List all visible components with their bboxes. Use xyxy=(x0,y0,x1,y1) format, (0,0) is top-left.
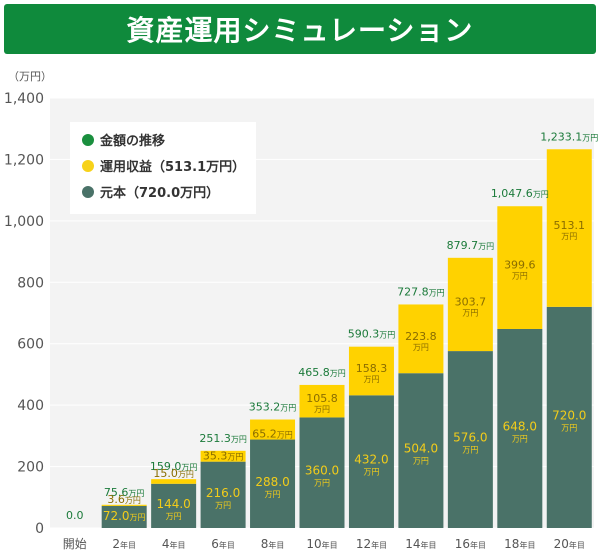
total-value-label: 1,047.6万円 xyxy=(491,187,549,200)
principal-value-label: 648.0 xyxy=(503,419,537,433)
principal-bar xyxy=(348,395,394,528)
total-value-label: 590.3万円 xyxy=(348,328,396,341)
income-bar xyxy=(101,504,147,506)
principal-bar xyxy=(250,439,296,528)
income-bar xyxy=(200,450,246,462)
principal-bar xyxy=(299,417,345,528)
principal-unit-label: 万円 xyxy=(314,479,330,488)
principal-bar xyxy=(447,351,493,528)
principal-value-label: 576.0 xyxy=(453,431,487,445)
legend-marker xyxy=(82,186,94,198)
income-bar xyxy=(151,479,197,484)
y-tick-label: 200 xyxy=(17,460,44,476)
y-tick-label: 1,200 xyxy=(4,152,44,168)
income-unit-label: 万円 xyxy=(314,405,330,414)
principal-unit-label: 万円 xyxy=(512,434,528,443)
income-bar xyxy=(299,384,345,418)
income-bar xyxy=(398,304,444,374)
x-tick-label: 4年目 xyxy=(162,537,186,551)
y-tick-label: 0 xyxy=(35,521,44,537)
principal-bar xyxy=(151,483,197,528)
total-value-label: 1,233.1万円 xyxy=(540,130,598,143)
x-tick-label: 14年目 xyxy=(405,537,436,551)
y-tick-label: 800 xyxy=(17,275,44,291)
x-tick-label: 12年目 xyxy=(356,537,387,551)
total-value-label: 879.7万円 xyxy=(447,239,495,252)
principal-value-label: 720.0 xyxy=(552,408,586,422)
principal-value-label: 72.0万円 xyxy=(103,509,146,523)
principal-unit-label: 万円 xyxy=(561,423,577,432)
principal-bar xyxy=(546,306,592,528)
income-bar xyxy=(447,257,493,352)
income-bar xyxy=(348,346,394,396)
legend-box xyxy=(70,122,256,214)
total-value-label: 727.8万円 xyxy=(397,285,445,298)
income-unit-label: 万円 xyxy=(512,272,528,281)
principal-bar xyxy=(497,328,543,528)
legend-label: 元本（720.0万円） xyxy=(100,185,219,201)
income-value-label: 513.1 xyxy=(554,219,586,232)
y-axis-unit: （万円） xyxy=(8,70,52,83)
page-title: 資産運用シミュレーション xyxy=(126,14,474,47)
legend-label: 運用収益（513.1万円） xyxy=(100,159,245,175)
principal-value-label: 360.0 xyxy=(305,464,339,478)
income-value-label: 3.6万円 xyxy=(107,493,141,506)
principal-bar xyxy=(398,373,444,528)
x-tick-label: 開始 xyxy=(63,537,87,551)
principal-unit-label: 万円 xyxy=(413,457,429,466)
principal-value-label: 216.0 xyxy=(206,486,240,500)
total-value-label: 353.2万円 xyxy=(249,401,297,414)
income-unit-label: 万円 xyxy=(413,343,429,352)
x-tick-label: 6年目 xyxy=(211,537,235,551)
principal-unit-label: 万円 xyxy=(462,446,478,455)
legend-label: 金額の推移 xyxy=(99,133,165,149)
title-banner: 資産運用シミュレーション xyxy=(4,4,596,54)
income-bar xyxy=(546,149,592,307)
total-value-label: 75.6万円 xyxy=(104,486,145,499)
principal-unit-label: 万円 xyxy=(363,468,379,477)
x-tick-label: 20年目 xyxy=(554,537,585,551)
income-value-label: 105.8 xyxy=(306,392,338,405)
income-unit-label: 万円 xyxy=(462,308,478,317)
y-tick-label: 1,400 xyxy=(4,91,44,107)
y-tick-label: 1,000 xyxy=(4,214,44,230)
principal-value-label: 288.0 xyxy=(255,475,289,489)
x-tick-label: 8年目 xyxy=(261,537,285,551)
x-tick-label: 10年目 xyxy=(306,537,337,551)
y-tick-label: 600 xyxy=(17,337,44,353)
total-value-label: 251.3万円 xyxy=(199,432,247,445)
total-value-label: 465.8万円 xyxy=(298,366,346,379)
income-value-label: 65.2万円 xyxy=(252,428,293,441)
income-value-label: 399.6 xyxy=(504,259,536,272)
principal-unit-label: 万円 xyxy=(215,501,231,510)
income-bar xyxy=(250,419,296,440)
total-value-label: 0.0 xyxy=(66,509,84,522)
x-tick-label: 18年目 xyxy=(504,537,535,551)
income-unit-label: 万円 xyxy=(561,232,577,241)
income-value-label: 35.3万円 xyxy=(203,450,244,463)
x-tick-label: 2年目 xyxy=(112,537,136,551)
x-tick-label: 16年目 xyxy=(455,537,486,551)
income-bar xyxy=(497,206,543,329)
principal-bar xyxy=(101,505,147,528)
principal-bar xyxy=(200,461,246,528)
income-value-label: 303.7 xyxy=(455,295,487,308)
income-value-label: 15.0万円 xyxy=(153,467,194,480)
principal-unit-label: 万円 xyxy=(166,512,182,521)
total-value-label: 159.0万円 xyxy=(150,460,198,473)
principal-value-label: 432.0 xyxy=(354,453,388,467)
legend-marker xyxy=(82,160,94,172)
income-value-label: 158.3 xyxy=(356,362,388,375)
principal-value-label: 144.0 xyxy=(156,497,190,511)
y-tick-label: 400 xyxy=(17,398,44,414)
legend-marker xyxy=(82,134,94,146)
principal-value-label: 504.0 xyxy=(404,442,438,456)
principal-unit-label: 万円 xyxy=(265,490,281,499)
income-unit-label: 万円 xyxy=(363,375,379,384)
income-value-label: 223.8 xyxy=(405,330,437,343)
